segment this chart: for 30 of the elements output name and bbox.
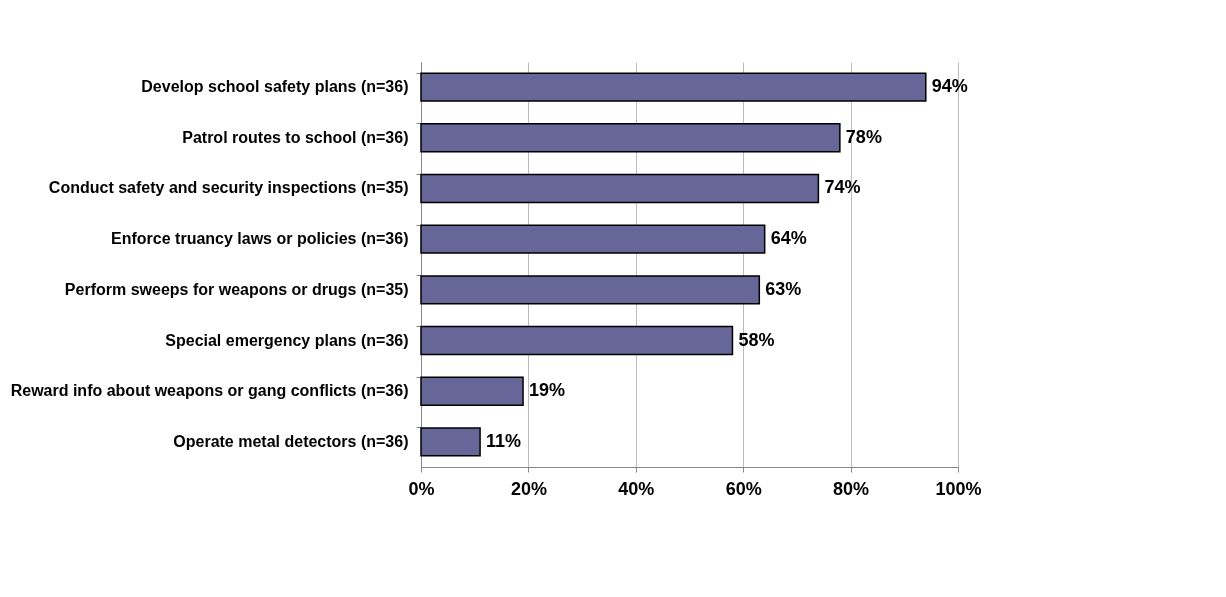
y-tick-label: Conduct safety and security inspections (n=35) xyxy=(48,179,409,197)
y-tick-label: Perform sweeps for weapons or drugs (n=35) xyxy=(64,280,409,298)
data-label: 19% xyxy=(529,380,566,401)
y-tick-label: Develop school safety plans (n=36) xyxy=(141,78,409,96)
bar xyxy=(420,72,927,102)
data-label: 11% xyxy=(486,430,522,451)
y-tick-label: Reward info about weapons or gang conflicts (n=36) xyxy=(10,382,409,400)
data-label: 64% xyxy=(770,228,807,249)
data-label: 63% xyxy=(765,278,802,299)
x-tick-label: 20% xyxy=(510,478,547,499)
x-tick-label: 40% xyxy=(618,478,655,499)
y-tick-label: Patrol routes to school (n=36) xyxy=(182,128,409,146)
data-label: 58% xyxy=(738,329,775,350)
bar xyxy=(420,275,761,305)
x-tick-label: 80% xyxy=(833,478,870,499)
x-tick-label: 0% xyxy=(408,478,435,499)
bar xyxy=(420,376,524,406)
data-label: 74% xyxy=(824,177,861,198)
bar xyxy=(420,427,481,457)
bar xyxy=(420,224,766,254)
data-label: 94% xyxy=(931,76,968,97)
data-label: 78% xyxy=(845,126,882,147)
x-tick-label: 60% xyxy=(725,478,762,499)
y-tick-label: Enforce truancy laws or policies (n=36) xyxy=(111,230,409,248)
y-tick-label: Special emergency plans (n=36) xyxy=(165,331,409,349)
y-tick-label: Operate metal detectors (n=36) xyxy=(173,432,409,450)
bar xyxy=(420,325,734,356)
bar xyxy=(420,123,841,153)
x-tick-label: 100% xyxy=(935,478,982,499)
bar xyxy=(420,173,820,204)
